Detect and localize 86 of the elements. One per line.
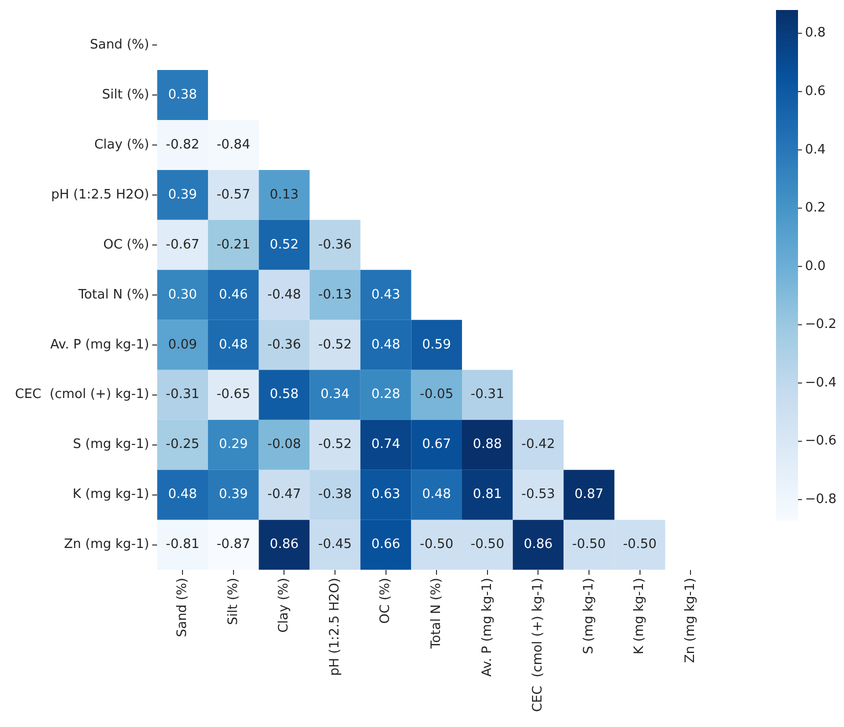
color-bar-label: 0.8	[805, 26, 826, 41]
color-bar-label: −0.2	[805, 317, 837, 332]
color-bar-label: 0.0	[805, 258, 826, 274]
data-label: -0.25	[166, 437, 200, 452]
y-tick-label: K (mg kg-1)	[72, 487, 150, 502]
data-label: 0.88	[472, 437, 502, 452]
data-label: 0.43	[371, 287, 400, 302]
data-label: 0.66	[371, 537, 400, 552]
data-label: 0.46	[218, 287, 248, 302]
y-tick-label: Total N (%)	[77, 287, 150, 302]
x-tick-label: Av. P (mg kg-1)	[480, 578, 495, 677]
data-label: -0.52	[318, 337, 352, 352]
data-label: 0.52	[270, 237, 299, 252]
y-tick-label: Sand (%)	[90, 37, 150, 52]
data-label: -0.87	[216, 537, 250, 552]
y-tick-label: pH (1:2.5 H2O)	[51, 187, 150, 202]
x-tick-label: Silt (%)	[226, 578, 241, 626]
data-label: 0.67	[422, 437, 452, 452]
data-label: -0.38	[318, 487, 352, 502]
data-label: -0.31	[166, 387, 200, 402]
data-label: 0.48	[218, 337, 248, 352]
color-bar-label: −0.8	[805, 492, 837, 507]
data-label: 0.29	[218, 437, 248, 452]
data-label: -0.50	[420, 537, 454, 552]
y-tick-label: Silt (%)	[102, 87, 150, 102]
data-label: -0.08	[267, 437, 302, 452]
data-label: 0.86	[524, 537, 553, 552]
data-label: 0.58	[270, 387, 299, 402]
data-label: 0.74	[371, 437, 400, 452]
x-tick-label: Clay (%)	[276, 578, 292, 633]
color-bar-label: 0.4	[805, 142, 826, 158]
data-label: 0.39	[168, 187, 198, 202]
data-label: 0.48	[371, 337, 400, 352]
data-label: -0.42	[521, 437, 556, 452]
data-label: -0.13	[318, 287, 352, 302]
data-label: -0.36	[318, 237, 352, 252]
x-tick-label: S (mg kg-1)	[581, 578, 596, 654]
data-label: -0.84	[216, 137, 250, 152]
x-tick-label: Total N (%)	[428, 578, 444, 650]
data-label: -0.47	[267, 487, 302, 502]
data-label: 0.86	[270, 537, 299, 552]
data-label: -0.50	[470, 537, 504, 552]
data-label: -0.50	[572, 537, 606, 552]
data-label: 0.48	[168, 487, 198, 502]
x-tick-label: K (mg kg-1)	[632, 578, 648, 654]
data-label: -0.65	[216, 387, 250, 402]
y-tick-label: OC (%)	[103, 237, 150, 252]
data-label: -0.48	[267, 287, 302, 302]
data-label: 0.09	[168, 337, 198, 352]
data-label: -0.21	[216, 237, 250, 252]
color-bar-label: −0.4	[805, 375, 837, 390]
data-label: 0.39	[218, 487, 248, 502]
data-label: -0.31	[470, 387, 504, 402]
data-label: 0.87	[574, 487, 604, 502]
data-label: -0.50	[622, 537, 657, 552]
data-label: -0.36	[267, 337, 302, 352]
data-label: 0.30	[168, 287, 198, 302]
color-bar-label: 0.6	[805, 84, 826, 99]
data-label: -0.81	[166, 537, 200, 552]
data-label: 0.34	[320, 387, 350, 402]
data-label: -0.53	[521, 487, 556, 502]
color-bar-label: −0.6	[805, 434, 837, 449]
y-tick-label: Clay (%)	[94, 137, 150, 152]
data-label: 0.48	[422, 487, 452, 502]
data-label: -0.52	[318, 437, 352, 452]
y-tick-label: Zn (mg kg-1)	[64, 537, 150, 552]
data-label: 0.28	[371, 387, 400, 402]
y-tick-label: CEC (cmol (+) kg-1)	[14, 387, 150, 402]
x-tick-label: Sand (%)	[174, 578, 190, 638]
data-label: 0.63	[371, 487, 400, 502]
color-bar-label: 0.2	[805, 200, 826, 216]
data-label: -0.82	[166, 137, 200, 152]
data-label: -0.45	[318, 537, 352, 552]
data-label: 0.59	[422, 337, 452, 352]
data-label: -0.05	[420, 387, 454, 402]
x-tick-label: pH (1:2.5 H2O)	[327, 578, 342, 676]
x-tick-label: CEC (cmol (+) kg-1)	[530, 578, 546, 712]
x-tick-label: Zn (mg kg-1)	[682, 578, 698, 664]
data-label: -0.67	[166, 237, 200, 252]
data-label: -0.57	[216, 187, 250, 202]
y-tick-label: S (mg kg-1)	[72, 437, 150, 452]
data-label: 0.81	[472, 487, 502, 502]
data-label: 0.13	[270, 187, 299, 202]
y-tick-label: Av. P (mg kg-1)	[50, 337, 150, 352]
data-label: 0.38	[168, 87, 198, 102]
x-tick-label: OC (%)	[378, 578, 394, 624]
